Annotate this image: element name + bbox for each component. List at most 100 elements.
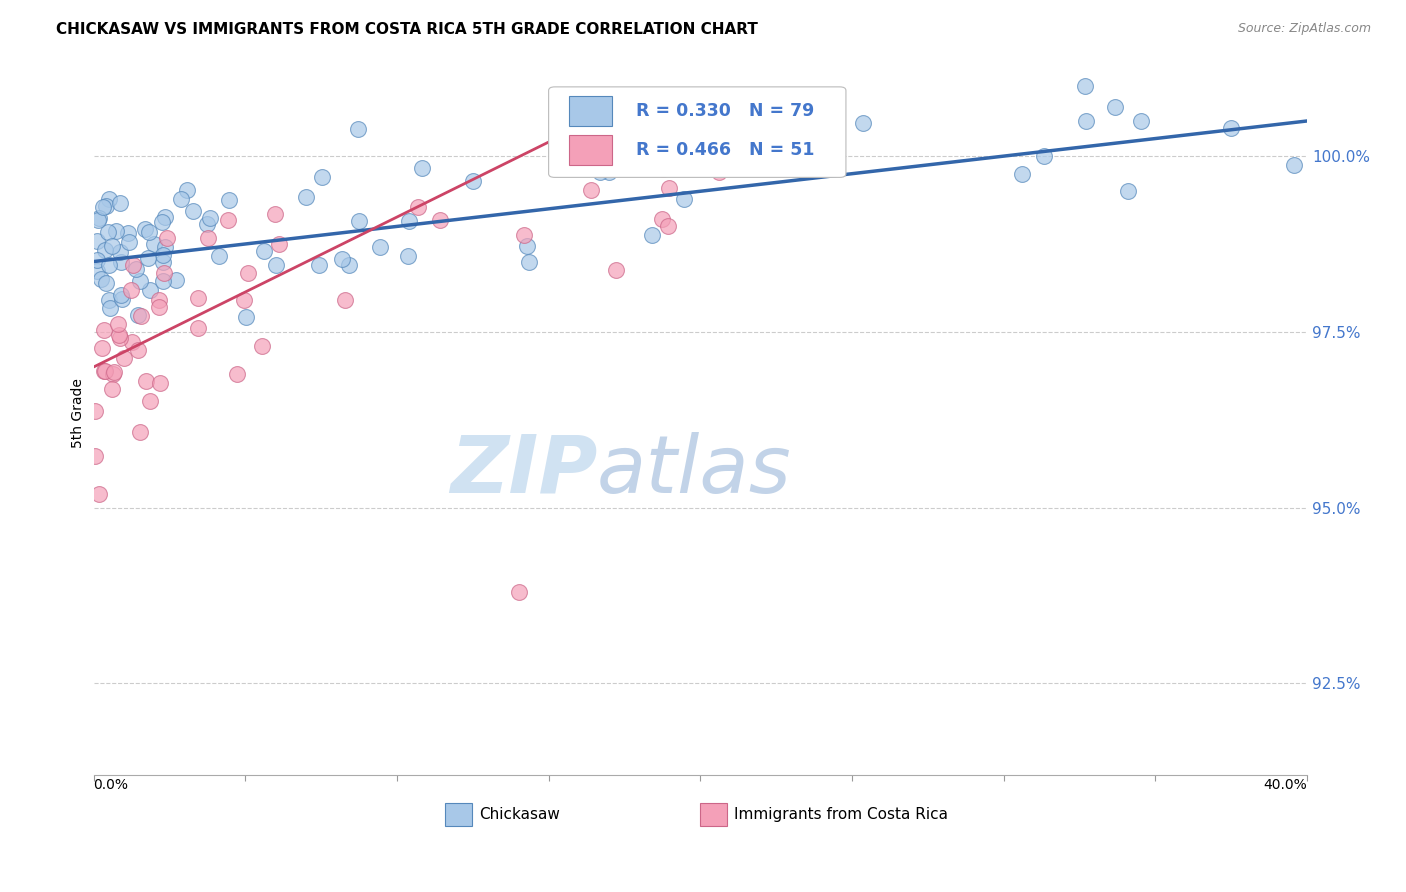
Bar bbox=[700, 803, 727, 826]
Point bbox=[122, 258, 145, 272]
Point bbox=[335, 293, 357, 307]
Point bbox=[86, 234, 108, 248]
Point bbox=[97, 192, 120, 206]
Point bbox=[170, 193, 193, 207]
Point bbox=[1104, 100, 1126, 114]
Point bbox=[337, 258, 360, 272]
Point bbox=[308, 258, 330, 272]
Point bbox=[235, 310, 257, 324]
Y-axis label: 5th Grade: 5th Grade bbox=[72, 377, 86, 448]
Text: Chickasaw: Chickasaw bbox=[479, 807, 561, 822]
Point bbox=[703, 133, 725, 147]
Point bbox=[152, 255, 174, 269]
Point bbox=[121, 335, 143, 350]
Point bbox=[330, 252, 353, 266]
Point bbox=[208, 249, 231, 263]
Point bbox=[111, 292, 134, 306]
Point bbox=[110, 288, 132, 302]
Point bbox=[852, 116, 875, 130]
Point bbox=[108, 245, 131, 260]
Point bbox=[269, 236, 291, 251]
Point bbox=[150, 215, 173, 229]
Point bbox=[97, 225, 120, 239]
Point bbox=[508, 585, 530, 599]
Point bbox=[658, 180, 681, 194]
Point bbox=[93, 323, 115, 337]
Point bbox=[250, 339, 273, 353]
Point bbox=[89, 486, 111, 500]
Point bbox=[96, 199, 118, 213]
Point bbox=[84, 403, 107, 417]
Point bbox=[187, 291, 209, 305]
Point bbox=[86, 253, 108, 268]
Point bbox=[685, 93, 707, 107]
Point bbox=[1220, 120, 1243, 135]
Point bbox=[93, 364, 115, 378]
Point bbox=[411, 161, 433, 175]
Point bbox=[152, 274, 174, 288]
Point bbox=[347, 121, 370, 136]
Point bbox=[515, 239, 537, 253]
Point bbox=[406, 200, 429, 214]
Point bbox=[396, 249, 419, 263]
Point bbox=[112, 351, 135, 365]
Point bbox=[127, 343, 149, 357]
Point bbox=[148, 293, 170, 308]
Point bbox=[152, 266, 174, 280]
Point bbox=[100, 382, 122, 396]
Point bbox=[641, 227, 664, 242]
Point bbox=[579, 183, 602, 197]
Point bbox=[107, 317, 129, 331]
Point bbox=[93, 200, 115, 214]
Point bbox=[673, 193, 696, 207]
Point bbox=[513, 228, 536, 243]
Text: Source: ZipAtlas.com: Source: ZipAtlas.com bbox=[1237, 22, 1371, 36]
Point bbox=[86, 264, 108, 278]
Point bbox=[134, 221, 156, 235]
Point bbox=[696, 145, 718, 160]
Point bbox=[589, 165, 612, 179]
Text: CHICKASAW VS IMMIGRANTS FROM COSTA RICA 5TH GRADE CORRELATION CHART: CHICKASAW VS IMMIGRANTS FROM COSTA RICA … bbox=[56, 22, 758, 37]
Point bbox=[652, 161, 675, 176]
Point bbox=[108, 327, 131, 342]
Point bbox=[1074, 114, 1097, 128]
Point bbox=[187, 321, 209, 335]
Point bbox=[153, 240, 176, 254]
Point bbox=[87, 211, 110, 225]
Point bbox=[517, 255, 540, 269]
Point bbox=[1074, 78, 1097, 93]
Point bbox=[598, 165, 620, 179]
Point bbox=[295, 189, 318, 203]
Point bbox=[138, 251, 160, 265]
Point bbox=[651, 211, 673, 226]
Point bbox=[253, 244, 276, 258]
Point bbox=[129, 309, 152, 323]
Point bbox=[118, 235, 141, 249]
Point bbox=[1011, 167, 1033, 181]
Text: R = 0.466   N = 51: R = 0.466 N = 51 bbox=[636, 141, 814, 159]
Point bbox=[707, 165, 730, 179]
Point bbox=[128, 274, 150, 288]
Point bbox=[398, 214, 420, 228]
Point bbox=[108, 195, 131, 210]
Bar bbox=[569, 135, 612, 165]
Point bbox=[101, 368, 124, 382]
Point bbox=[349, 214, 371, 228]
Point bbox=[100, 301, 122, 316]
Point bbox=[87, 213, 110, 227]
Text: R = 0.330   N = 79: R = 0.330 N = 79 bbox=[636, 102, 814, 120]
Point bbox=[103, 365, 125, 379]
Text: Immigrants from Costa Rica: Immigrants from Costa Rica bbox=[734, 807, 948, 822]
Text: atlas: atlas bbox=[598, 432, 792, 509]
Point bbox=[1116, 184, 1139, 198]
Point bbox=[110, 254, 132, 268]
Point bbox=[368, 240, 391, 254]
Point bbox=[117, 227, 139, 241]
Point bbox=[217, 213, 239, 227]
Point bbox=[165, 273, 187, 287]
Point bbox=[176, 184, 198, 198]
Point bbox=[96, 276, 118, 290]
Point bbox=[90, 341, 112, 355]
Point bbox=[142, 237, 165, 252]
Point bbox=[1033, 149, 1056, 163]
